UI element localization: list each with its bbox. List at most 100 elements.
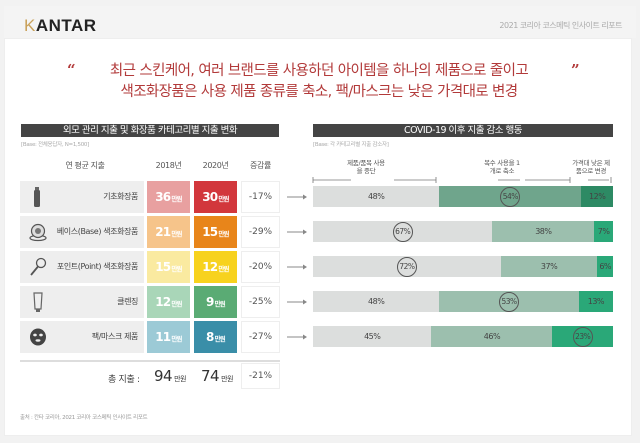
bar-value-label: 37%	[501, 256, 598, 277]
bar-value-label: 48%	[313, 291, 439, 312]
bar-value-label: 38%	[492, 221, 594, 242]
bar-segment-제품/품목-사용을-중단: 48%	[313, 291, 440, 312]
highlighted-value: 72%	[396, 257, 417, 277]
open-quote-icon: “	[67, 61, 76, 79]
value-2018-number: 21	[155, 225, 171, 239]
bar-segment-가격대-낮은-제품으로-변경: 12%	[581, 186, 613, 207]
row-label-3: 클렌징	[20, 286, 144, 318]
bar-segment-제품/품목-사용을-중단: 45%	[313, 326, 432, 347]
header-bar: KANTAR 2021 코리아 코스메틱 인사이트 리포트	[4, 6, 636, 38]
value-text: 6%	[599, 262, 612, 271]
report-title: 2021 코리아 코스메틱 인사이트 리포트	[499, 21, 622, 30]
category-name: 베이스(Base) 색조화장품	[56, 227, 139, 236]
bar-segment-복수-사용을-1개로-축소: 46%	[431, 326, 553, 347]
category-name: 클렌징	[117, 297, 138, 306]
total-2020: 74 만원	[201, 367, 233, 385]
value-2020: 8만원	[194, 321, 237, 353]
legend-series-3: 가격대 낮은 제품으로 변경	[572, 159, 610, 175]
col-header-2020: 2020년	[202, 161, 229, 170]
bar-segment-복수-사용을-1개로-축소: 37%	[500, 256, 598, 277]
total-label: 총 지출 :	[108, 375, 140, 385]
series-legend-axis	[312, 177, 612, 183]
total-divider	[20, 360, 280, 362]
arrow-right-icon	[287, 299, 307, 305]
value-2020-unit: 만원	[214, 335, 226, 343]
bar-value-label: 45%	[313, 326, 431, 347]
value-2018: 11만원	[147, 321, 190, 353]
col-header-category: 연 평균 지출	[65, 161, 105, 170]
bar-segment-제품/품목-사용을-중단: 72%	[313, 256, 501, 277]
bar-segment-가격대-낮은-제품으로-변경: 6%	[597, 256, 613, 277]
total-2018-unit: 만원	[174, 375, 186, 383]
value-2018: 15만원	[147, 251, 190, 283]
total-2020-value: 74	[201, 367, 220, 385]
bar-segment-가격대-낮은-제품으로-변경: 7%	[594, 221, 613, 242]
arrow-right-icon	[287, 194, 307, 200]
bar-value-label: 6%	[597, 256, 613, 277]
legend-series-1: 제품/품목 사용을 중단	[347, 159, 385, 175]
bar-value-label: 67%	[313, 221, 492, 242]
value-2018-number: 11	[155, 330, 171, 344]
value-2018: 12만원	[147, 286, 190, 318]
chart-title: COVID-19 이후 지출 감소 행동	[313, 124, 613, 137]
change-rate: -27%	[241, 321, 280, 353]
bar-value-label: 12%	[581, 186, 613, 207]
highlighted-value: 54%	[500, 187, 521, 207]
bar-segment-가격대-낮은-제품으로-변경: 23%	[552, 326, 613, 347]
value-2020-number: 8	[206, 330, 214, 344]
value-text: 37%	[540, 262, 558, 271]
value-2018-unit: 만원	[171, 230, 182, 238]
value-2018-unit: 만원	[171, 300, 182, 308]
bar-value-label: 46%	[431, 326, 552, 347]
highlighted-value: 23%	[572, 327, 593, 347]
change-rate: -17%	[241, 181, 280, 213]
highlighted-value: 67%	[392, 222, 413, 242]
value-text: 48%	[368, 192, 385, 201]
bottle-icon	[28, 186, 48, 208]
bar-value-label: 72%	[313, 256, 501, 277]
kantar-logo: KANTAR	[24, 16, 97, 36]
value-2020: 30만원	[194, 181, 237, 213]
value-2018-unit: 만원	[171, 335, 182, 343]
total-change: -21%	[241, 363, 280, 389]
bar-value-label: 53%	[439, 291, 578, 312]
logo-k: K	[24, 16, 36, 35]
bar-value-label: 54%	[439, 186, 581, 207]
compact-icon	[28, 221, 48, 243]
bar-segment-제품/품목-사용을-중단: 48%	[313, 186, 440, 207]
total-2020-unit: 만원	[221, 375, 233, 383]
bar-value-label: 7%	[594, 221, 613, 242]
row-label-0: 기초화장품	[20, 181, 144, 213]
makeup-brush-icon	[28, 256, 48, 278]
value-text: 12%	[589, 192, 606, 201]
value-text: 13%	[587, 297, 605, 306]
tube-icon	[28, 291, 48, 313]
value-2018: 21만원	[147, 216, 190, 248]
value-2020: 12만원	[194, 251, 237, 283]
quote-line-2: 색조화장품은 사용 제품 종류를 축소, 팩/마스크는 낮은 가격대로 변경	[120, 84, 518, 100]
bar-segment-복수-사용을-1개로-축소: 38%	[492, 221, 595, 242]
left-base-note: [Base: 전체응답자, N=1,500]	[21, 142, 89, 148]
row-label-4: 팩/마스크 제품	[20, 321, 144, 353]
highlighted-value: 53%	[499, 292, 520, 312]
value-2018-number: 15	[155, 260, 171, 274]
category-name: 포인트(Point) 색조화장품	[56, 262, 139, 271]
total-2018: 94 만원	[154, 367, 186, 385]
row-label-2: 포인트(Point) 색조화장품	[20, 251, 144, 283]
value-2020-unit: 만원	[214, 300, 226, 308]
value-2020-unit: 만원	[218, 265, 229, 273]
category-name: 기초화장품	[103, 192, 138, 201]
headline-quote: 최근 스킨케어, 여러 브랜드를 사용하던 아이템을 하나의 제품으로 줄이고 …	[5, 61, 633, 103]
bar-value-label: 13%	[579, 291, 613, 312]
left-table-title: 외모 관리 지출 및 화장품 카테고리별 지출 변화	[21, 124, 279, 137]
value-text: 38%	[535, 227, 552, 236]
change-rate: -25%	[241, 286, 280, 318]
close-quote-icon: ”	[571, 61, 580, 79]
value-2020-unit: 만원	[218, 195, 229, 203]
bar-segment-복수-사용을-1개로-축소: 54%	[439, 186, 582, 207]
value-2020: 9만원	[194, 286, 237, 318]
value-2018: 36만원	[147, 181, 190, 213]
value-text: 45%	[364, 332, 381, 341]
face-mask-icon	[28, 326, 48, 348]
